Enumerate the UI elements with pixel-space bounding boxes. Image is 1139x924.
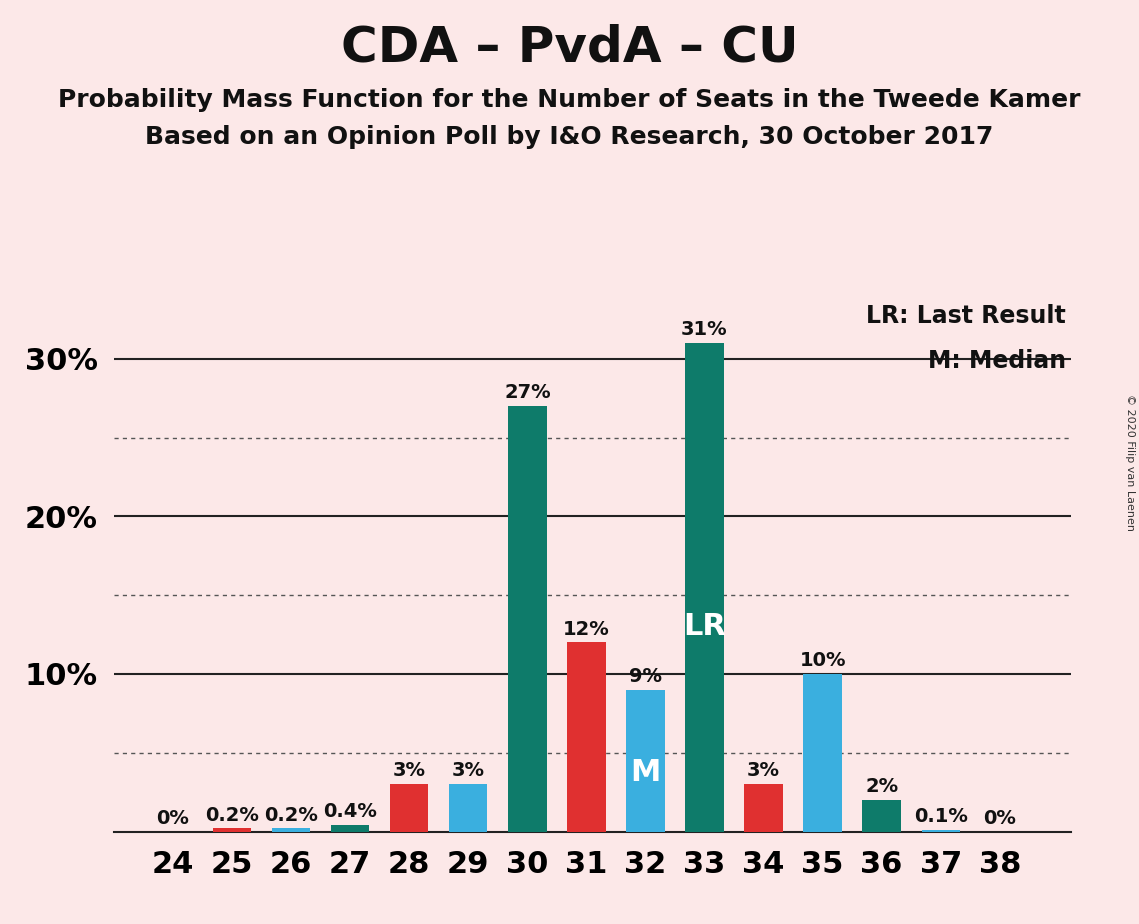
- Bar: [803, 674, 842, 832]
- Text: 12%: 12%: [563, 619, 609, 638]
- Text: 3%: 3%: [747, 761, 780, 781]
- Text: 2%: 2%: [866, 777, 899, 796]
- Bar: [745, 784, 782, 832]
- Text: 0%: 0%: [156, 808, 189, 828]
- Bar: [686, 343, 723, 832]
- Text: LR: LR: [683, 612, 726, 641]
- Bar: [213, 829, 252, 832]
- Bar: [626, 689, 665, 832]
- Text: Based on an Opinion Poll by I&O Research, 30 October 2017: Based on an Opinion Poll by I&O Research…: [146, 125, 993, 149]
- Bar: [567, 642, 606, 832]
- Text: © 2020 Filip van Laenen: © 2020 Filip van Laenen: [1125, 394, 1134, 530]
- Text: M: Median: M: Median: [928, 349, 1066, 373]
- Bar: [449, 784, 487, 832]
- Bar: [508, 406, 547, 832]
- Text: 27%: 27%: [503, 383, 550, 402]
- Bar: [331, 825, 369, 832]
- Text: 0.1%: 0.1%: [913, 807, 968, 826]
- Text: Probability Mass Function for the Number of Seats in the Tweede Kamer: Probability Mass Function for the Number…: [58, 88, 1081, 112]
- Text: 31%: 31%: [681, 320, 728, 339]
- Text: 0.2%: 0.2%: [205, 806, 259, 824]
- Bar: [390, 784, 428, 832]
- Bar: [862, 800, 901, 832]
- Text: 0.4%: 0.4%: [323, 802, 377, 821]
- Text: M: M: [630, 758, 661, 786]
- Bar: [272, 829, 310, 832]
- Text: 10%: 10%: [800, 651, 846, 670]
- Text: 3%: 3%: [393, 761, 426, 781]
- Text: 9%: 9%: [629, 667, 662, 686]
- Text: 3%: 3%: [452, 761, 485, 781]
- Text: 0%: 0%: [983, 808, 1016, 828]
- Bar: [921, 830, 960, 832]
- Text: CDA – PvdA – CU: CDA – PvdA – CU: [341, 23, 798, 71]
- Text: 0.2%: 0.2%: [264, 806, 318, 824]
- Text: LR: Last Result: LR: Last Result: [866, 304, 1066, 328]
